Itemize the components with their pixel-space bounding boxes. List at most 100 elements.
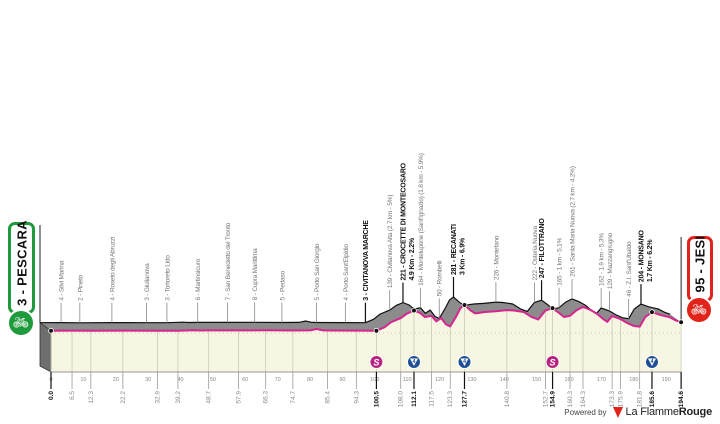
finish-badge: 95 - JESI: [687, 236, 713, 302]
finish-label: 95 - JESI: [692, 235, 708, 293]
distance-label: 140.8: [504, 391, 511, 408]
distance-label: 0.0: [48, 391, 55, 400]
x-tick-label: 10: [80, 377, 86, 383]
distance-label: 173.3: [609, 391, 616, 408]
climb-detail-label: 3 Km - 6.9%: [459, 237, 466, 275]
place-label: 50 - Rombelli: [437, 261, 444, 297]
distance-label: 100.5: [373, 391, 380, 408]
powered-by-text: Powered by: [564, 407, 607, 417]
kom-triangle: [460, 358, 469, 366]
brand-part-1: La Flamme: [625, 406, 679, 418]
route-point-dot: [549, 305, 556, 311]
climb-detail-label: 1.7 Km - 6.2%: [647, 239, 654, 283]
x-tick-label: 140: [500, 377, 509, 383]
kom-triangle: [409, 358, 418, 366]
route-point-dot: [649, 309, 655, 315]
distance-label: 164.3: [580, 391, 587, 408]
place-label: 2 - Pineto: [77, 274, 84, 300]
x-tick-label: 120: [435, 377, 444, 383]
place-label: 8 - Cupra Marittima: [252, 248, 259, 300]
place-label: 129 - Mazzangrugno: [607, 232, 614, 289]
distance-label: 175.9: [618, 391, 625, 408]
place-label: 5 - Porto San Giorgio: [314, 243, 321, 300]
x-tick-label: 160: [564, 377, 573, 383]
sprint-icon: [545, 355, 560, 369]
kom-category: 4: [463, 359, 467, 365]
place-label: 226 - Montefano: [493, 235, 500, 280]
place-label: 165 - 1 km - 5.1%: [557, 237, 564, 285]
distance-label: 12.3: [88, 391, 95, 404]
place-label: 46 - Z.I. Sant'Ubaldo: [626, 241, 633, 297]
distance-label: 152.7: [542, 391, 549, 408]
place-label: 4 - Roseto degli Abruzzi: [109, 237, 116, 301]
climb-detail-label: 4.9 Km - 2.2%: [409, 237, 416, 281]
x-tick-label: 80: [307, 377, 313, 383]
flame-icon: [612, 406, 623, 418]
place-label: 6 - Martinsicuro: [195, 258, 202, 300]
distance-label: 32.9: [155, 391, 162, 404]
place-label: 3 - CIVITANOVA MARCHE: [363, 220, 370, 301]
route-point-dot: [678, 319, 684, 326]
sprint-icon: [369, 355, 384, 369]
kom-category: 4: [650, 359, 654, 365]
route-point-dot: [373, 327, 380, 334]
sprint-icon-letter: S: [373, 358, 379, 368]
x-tick-label: 190: [662, 377, 671, 383]
x-tick-label: 170: [597, 377, 606, 383]
distance-label: 48.7: [206, 391, 213, 404]
x-tick-label: 20: [113, 377, 119, 383]
distance-label: 57.9: [235, 391, 242, 404]
distance-label: 74.7: [290, 391, 297, 404]
distance-label: 127.7: [461, 391, 468, 408]
profile-front-area: [51, 305, 682, 372]
profile-side-face: [40, 297, 682, 331]
distance-label: 117.5: [428, 391, 435, 407]
x-tick-label: 60: [242, 377, 248, 383]
profile-ridge-line: [39, 296, 671, 324]
distance-label: 85.4: [325, 391, 332, 404]
distance-label: 66.3: [263, 391, 270, 404]
brand-part-2: Rouge: [678, 406, 712, 418]
place-label: 3 - Giulianova: [144, 263, 151, 301]
x-tick-label: 110: [403, 377, 412, 383]
distance-label: 194.6: [678, 391, 685, 408]
place-label: 247 - FILOTTRANO: [539, 218, 546, 279]
distance-label: 181.8: [637, 391, 644, 408]
finish-bicycle-icon: 🚲︎: [685, 296, 713, 324]
x-tick-label: 130: [467, 377, 476, 383]
route-point-dot: [461, 302, 468, 308]
route-point-dot: [411, 307, 417, 314]
x-tick-label: 70: [275, 377, 281, 383]
x-tick-label: 100: [370, 377, 379, 383]
place-label: 222 - Osteria Nuova: [532, 226, 539, 281]
start-badge: 3 - PESCARA: [8, 220, 35, 314]
place-label: 221 - CROCETTE DI MONTECOSARO: [400, 162, 407, 280]
distance-label: 154.9: [550, 391, 557, 408]
distance-label: 108.0: [398, 391, 405, 408]
x-tick-label: 50: [210, 377, 216, 383]
start-label: 3 - PESCARA: [14, 220, 29, 306]
place-label: 164 - Montelupone (Sant'Ignazio) (1.8 km…: [418, 153, 425, 286]
distance-label: 123.3: [447, 391, 454, 408]
place-label: 3 - Tortoreto Lido: [164, 255, 171, 301]
x-tick-label: 180: [629, 377, 638, 383]
x-tick-label: 40: [177, 377, 183, 383]
distance-label: 112.1: [411, 391, 418, 407]
place-label: 162 - 1.9 km - 5.3%: [599, 233, 606, 286]
distance-label: 39.2: [175, 391, 182, 404]
distance-label: 6.5: [69, 391, 76, 400]
distance-label: 160.3: [567, 391, 574, 408]
place-label: 139 - Civitanova Alta (2.7 km - 5%): [387, 195, 394, 288]
x-tick-label: 90: [339, 377, 345, 383]
distance-label: 22.2: [120, 391, 127, 404]
distance-label: 185.6: [649, 391, 656, 408]
place-label: 7 - San Benedetto del Tronto: [225, 222, 232, 300]
place-label: 281 - RECANATI: [451, 224, 458, 275]
distance-label: 94.3: [353, 391, 360, 404]
place-label: 4 - Porto Sant'Elpidio: [343, 244, 350, 301]
start-bicycle-icon: 🚲︎: [7, 309, 35, 337]
sprint-icon-letter: S: [550, 358, 556, 368]
place-label: 5 - Pedaso: [279, 271, 286, 301]
powered-by: Powered by La FlammeRouge: [564, 406, 712, 418]
